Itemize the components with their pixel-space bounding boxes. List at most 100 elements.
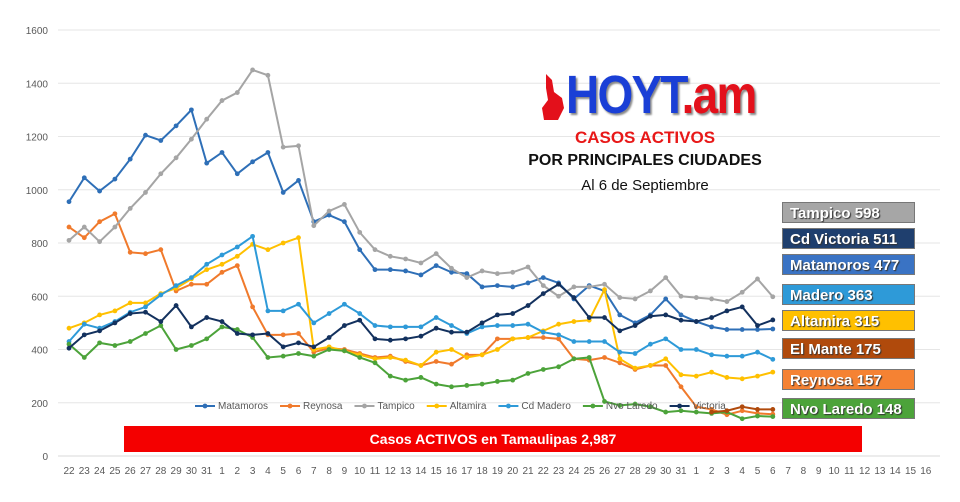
x-tick-label: 11: [370, 466, 381, 477]
data-point: [449, 269, 454, 275]
data-point: [66, 345, 72, 351]
x-tick-label: 16: [920, 466, 932, 477]
data-point: [234, 90, 240, 95]
x-tick-label: 6: [296, 466, 302, 477]
data-point: [280, 240, 286, 246]
city-label-box: Altamira 315: [782, 310, 915, 331]
x-tick-label: 6: [770, 466, 776, 477]
y-tick-label: 400: [31, 346, 48, 357]
data-point: [204, 261, 210, 267]
data-point: [280, 144, 286, 150]
data-point: [326, 311, 332, 316]
data-point: [387, 355, 393, 360]
data-point: [387, 324, 393, 330]
x-tick-label: 28: [630, 466, 642, 477]
data-point: [464, 275, 470, 281]
data-point: [143, 190, 148, 195]
data-point: [219, 98, 225, 103]
data-point: [709, 324, 714, 330]
data-point: [678, 293, 684, 299]
legend-item: Matamoros: [195, 401, 268, 412]
data-point: [449, 265, 454, 271]
data-point: [510, 336, 516, 342]
data-point: [112, 343, 118, 348]
data-point: [678, 317, 684, 323]
data-point: [234, 171, 240, 177]
y-tick-label: 1200: [26, 133, 49, 144]
data-point: [158, 319, 164, 324]
data-point: [586, 339, 592, 344]
data-point: [479, 381, 485, 387]
series-reynosa: [66, 211, 776, 418]
x-tick-label: 21: [522, 466, 534, 477]
data-point: [724, 375, 730, 380]
chart-date: Al 6 de Septiembre: [581, 177, 709, 194]
data-point: [693, 404, 699, 410]
data-point: [525, 264, 531, 270]
x-tick-label: 31: [201, 466, 213, 477]
data-point: [204, 116, 210, 122]
data-point: [265, 247, 271, 253]
x-tick-label: 27: [140, 466, 152, 477]
data-point: [648, 288, 653, 294]
data-point: [418, 272, 424, 278]
data-point: [479, 268, 485, 274]
x-tick-label: 14: [890, 466, 902, 477]
data-point: [326, 347, 332, 352]
x-tick-label: 19: [492, 466, 504, 477]
data-point: [296, 340, 301, 346]
x-tick-label: 27: [614, 466, 626, 477]
x-tick-label: 15: [905, 466, 917, 477]
x-tick-label: 31: [675, 466, 687, 477]
legend-label: Altamira: [450, 401, 487, 412]
data-point: [357, 229, 363, 235]
data-point: [189, 275, 194, 281]
data-point: [495, 323, 500, 328]
data-point: [739, 327, 745, 332]
data-point: [617, 356, 623, 362]
x-tick-label: 23: [79, 466, 91, 477]
legend-item: Nvo Laredo: [582, 401, 658, 412]
x-tick-label: 12: [859, 466, 871, 477]
y-tick-label: 1400: [26, 79, 49, 90]
data-point: [418, 260, 424, 266]
data-point: [755, 327, 760, 332]
data-point: [296, 143, 301, 149]
data-point: [403, 256, 408, 262]
x-tick-label: 8: [326, 466, 332, 477]
data-point: [602, 339, 607, 344]
data-point: [97, 328, 102, 334]
data-point: [510, 377, 516, 383]
y-tick-label: 200: [31, 399, 48, 410]
data-point: [296, 351, 301, 356]
data-point: [219, 261, 225, 267]
city-label-box: El Mante 175: [782, 338, 915, 359]
data-point: [449, 323, 454, 328]
data-point: [433, 359, 439, 364]
data-point: [357, 317, 363, 323]
data-point: [112, 320, 118, 326]
data-point: [112, 224, 118, 230]
data-point: [678, 347, 684, 352]
city-label-box: Cd Victoria 511: [782, 228, 915, 249]
data-point: [525, 321, 531, 327]
data-point: [418, 363, 424, 368]
x-tick-label: 14: [415, 466, 427, 477]
data-point: [556, 293, 561, 299]
data-point: [739, 304, 745, 310]
data-point: [755, 407, 760, 412]
data-point: [372, 360, 378, 366]
data-point: [81, 175, 87, 181]
data-point: [112, 308, 118, 314]
x-tick-label: 24: [568, 466, 580, 477]
data-point: [403, 324, 408, 330]
data-point: [770, 414, 776, 419]
tamaulipas-map-icon: [542, 74, 564, 120]
data-point: [602, 399, 607, 404]
x-tick-label: 18: [477, 466, 489, 477]
data-point: [158, 138, 164, 143]
data-point: [234, 327, 240, 332]
x-tick-label: 25: [584, 466, 596, 477]
data-point: [173, 123, 179, 129]
